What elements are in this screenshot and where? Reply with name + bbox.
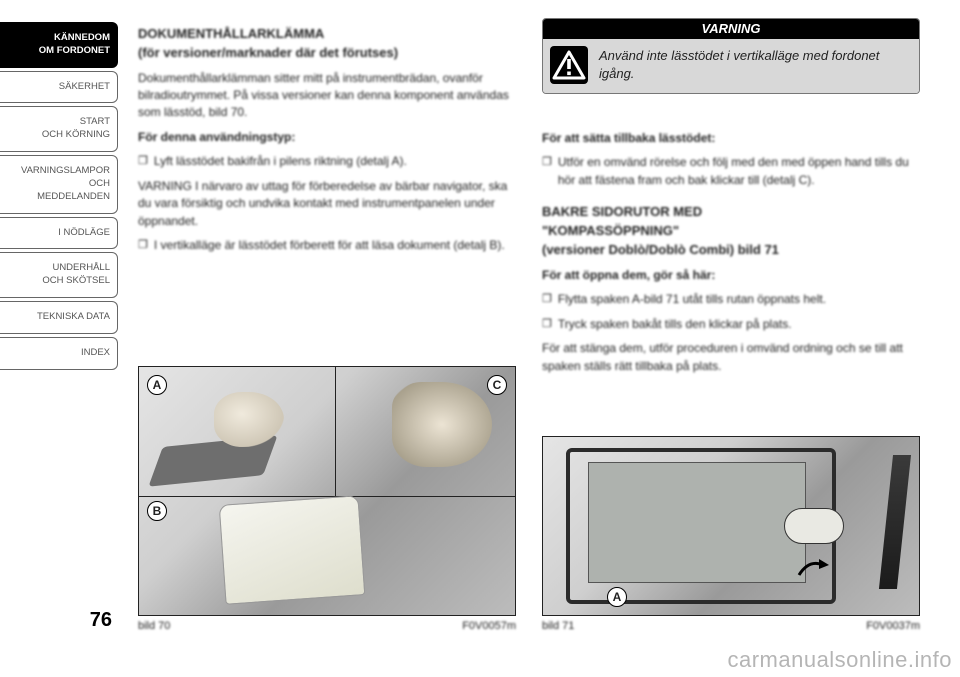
warning-title: VARNING <box>543 19 919 39</box>
marker-a: A <box>147 375 167 395</box>
bullet-text: Utför en omvänd rörelse och följ med den… <box>558 154 920 189</box>
marker-c: C <box>487 375 507 395</box>
left-column: DOKUMENTHÅLLARKLÄMMA (för versioner/mark… <box>138 18 516 632</box>
paragraph: Dokumenthållarklämman sitter mitt på ins… <box>138 70 516 122</box>
figure-image: A <box>542 436 920 616</box>
nav-tab-varningslampor[interactable]: VARNINGSLAMPOR OCH MEDDELANDEN <box>0 155 118 213</box>
marker-b: B <box>147 501 167 521</box>
nav-tab-sakerhet[interactable]: SÄKERHET <box>0 71 118 104</box>
page-number: 76 <box>0 601 118 632</box>
figure-71: A bild 71 F0V0037m <box>542 436 920 632</box>
paragraph: VARNING I närvaro av uttag för förberede… <box>138 178 516 230</box>
warning-body: Använd inte lässtödet i vertikalläge med… <box>543 39 919 93</box>
warning-triangle-icon <box>549 45 589 85</box>
heading-line: "KOMPASSÖPPNING" <box>542 223 679 238</box>
bullet-text: Lyft lässtödet bakifrån i pilens riktnin… <box>154 153 407 171</box>
rotate-arrow-icon <box>795 555 829 579</box>
figure-label: bild 70 <box>138 620 170 632</box>
bullet-item: Flytta spaken A-bild 71 utåt tills rutan… <box>542 291 920 309</box>
bullet-text: Flytta spaken A-bild 71 utåt tills rutan… <box>558 291 826 309</box>
heading-main: DOKUMENTHÅLLARKLÄMMA <box>138 26 324 41</box>
bullet-item: Utför en omvänd rörelse och följ med den… <box>542 154 920 189</box>
nav-tab-tekniska[interactable]: TEKNISKA DATA <box>0 301 118 334</box>
figure-70: A C B bild 70 F0V0057m <box>138 366 516 632</box>
section-heading: DOKUMENTHÅLLARKLÄMMA (för versioner/mark… <box>138 25 516 63</box>
heading-line: BAKRE SIDORUTOR MED <box>542 204 702 219</box>
sidebar-nav: KÄNNEDOM OM FORDONET SÄKERHET START OCH … <box>0 18 118 632</box>
paragraph: För att sätta tillbaka lässtödet: <box>542 130 920 147</box>
nav-tab-start[interactable]: START OCH KÖRNING <box>0 106 118 152</box>
section-heading: BAKRE SIDORUTOR MED "KOMPASSÖPPNING" (ve… <box>542 203 920 260</box>
manual-page: KÄNNEDOM OM FORDONET SÄKERHET START OCH … <box>0 0 960 640</box>
bullet-item: I vertikalläge är lässtödet förberett fö… <box>138 237 516 255</box>
figure-caption: bild 70 F0V0057m <box>138 620 516 632</box>
nav-tab-nodlage[interactable]: I NÖDLÄGE <box>0 217 118 250</box>
marker-a: A <box>607 587 627 607</box>
bullet-text: Tryck spaken bakåt tills den klickar på … <box>558 316 792 334</box>
right-column: VARNING Använd inte lässtödet i vertikal… <box>542 18 920 632</box>
warning-text: Använd inte lässtödet i vertikalläge med… <box>599 47 909 82</box>
figure-label: bild 71 <box>542 620 574 632</box>
nav-tab-index[interactable]: INDEX <box>0 337 118 370</box>
figure-caption: bild 71 F0V0037m <box>542 620 920 632</box>
figure-image: A C B <box>138 366 516 616</box>
bullet-text: I vertikalläge är lässtödet förberett fö… <box>154 237 505 255</box>
paragraph: För denna användningstyp: <box>138 129 516 146</box>
paragraph: För att öppna dem, gör så här: <box>542 267 920 284</box>
heading-sub: (versioner Doblò/Doblò Combi) bild 71 <box>542 242 779 257</box>
figure-code: F0V0037m <box>866 620 920 632</box>
page-content: DOKUMENTHÅLLARKLÄMMA (för versioner/mark… <box>118 18 920 632</box>
bullet-item: Lyft lässtödet bakifrån i pilens riktnin… <box>138 153 516 171</box>
paragraph: För att stänga dem, utför proceduren i o… <box>542 340 920 375</box>
figure-code: F0V0057m <box>462 620 516 632</box>
nav-tab-underhall[interactable]: UNDERHÅLL OCH SKÖTSEL <box>0 252 118 298</box>
watermark: carmanualsonline.info <box>727 647 952 673</box>
nav-tab-kannedom[interactable]: KÄNNEDOM OM FORDONET <box>0 22 118 68</box>
warning-box: VARNING Använd inte lässtödet i vertikal… <box>542 18 920 94</box>
bullet-item: Tryck spaken bakåt tills den klickar på … <box>542 316 920 334</box>
heading-sub: (för versioner/marknader där det förutse… <box>138 45 398 60</box>
